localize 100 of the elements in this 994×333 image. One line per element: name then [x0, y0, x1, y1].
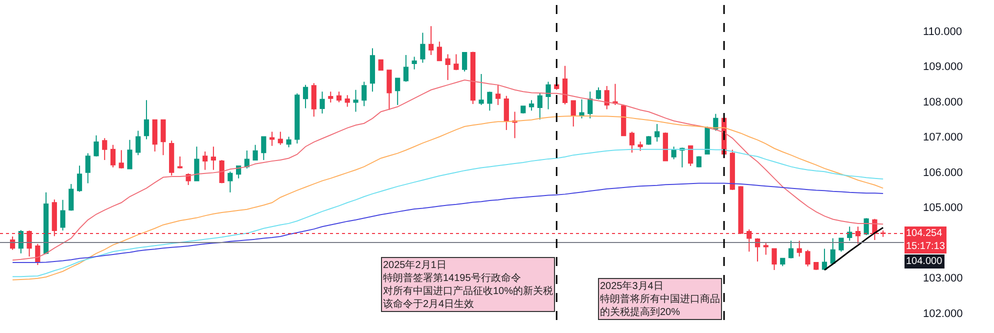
candlestick	[370, 48, 376, 92]
candlestick	[60, 199, 66, 231]
annotation: 2025年3月4日	[600, 280, 664, 292]
candlestick	[76, 165, 82, 192]
candlestick	[160, 119, 166, 156]
candlestick	[85, 152, 90, 184]
candlestick	[344, 94, 350, 108]
candlestick	[780, 258, 786, 267]
candlestick	[772, 248, 777, 270]
y-tick-label: 110.000	[923, 26, 962, 38]
annotation: 2025年2月1日	[383, 259, 446, 271]
candlestick	[294, 92, 300, 144]
candlestick	[269, 131, 275, 146]
candlestick	[470, 51, 476, 104]
candlestick	[588, 91, 593, 119]
candlestick	[420, 32, 426, 64]
candlestick	[512, 111, 518, 139]
candlestick	[454, 54, 459, 71]
line-series	[12, 115, 884, 280]
candlestick	[830, 238, 836, 264]
candlestick	[671, 146, 676, 160]
candlestick	[136, 130, 141, 156]
candlestick	[796, 240, 802, 258]
candlestick	[478, 74, 484, 106]
candlestick	[754, 238, 760, 262]
candlestick	[386, 70, 392, 110]
candlestick	[504, 95, 509, 131]
candlestick	[278, 131, 283, 146]
candlestick	[395, 78, 400, 106]
candlestick	[428, 26, 434, 56]
candlestick	[822, 248, 828, 270]
candlestick	[763, 242, 768, 256]
line-series	[824, 226, 884, 271]
candlestick	[462, 52, 468, 72]
y-tick-label: 102.000	[923, 308, 963, 320]
candlestick	[814, 262, 819, 270]
candlestick	[412, 56, 417, 70]
candlestick	[487, 91, 492, 112]
candlestick	[520, 106, 526, 114]
candlestick	[596, 86, 602, 100]
annotation: 特朗普将所有中国进口商品	[600, 293, 720, 305]
y-tick-label: 103.000	[923, 272, 963, 285]
candlestick	[378, 59, 384, 71]
candlestick	[118, 150, 124, 169]
candlestick	[546, 81, 551, 110]
candlestick	[169, 140, 174, 176]
candlestick	[654, 124, 660, 142]
candlestick	[210, 146, 216, 170]
y-tick-label: 105.000	[923, 202, 963, 214]
line-series	[12, 80, 884, 261]
annotation: 该命令于2月4日生效	[383, 298, 474, 310]
ref-line-label: 104.254 15:17:13	[906, 228, 946, 252]
candlestick	[528, 100, 534, 112]
candlestick	[102, 138, 108, 160]
candlestick	[730, 149, 735, 190]
candlestick	[604, 85, 610, 110]
candlestick	[579, 98, 584, 119]
candlestick	[403, 54, 409, 82]
annotation: 的关税提高到20%	[600, 306, 680, 318]
candlestick	[436, 41, 442, 62]
candlestick	[688, 145, 694, 166]
candlestick	[838, 238, 844, 252]
candlestick	[202, 151, 208, 170]
candlestick	[805, 249, 810, 267]
candlestick	[562, 65, 568, 105]
candlestick	[194, 146, 200, 182]
candlestick	[219, 160, 224, 184]
candlestick	[320, 91, 325, 114]
candlestick	[152, 119, 158, 152]
y-tick-label: 107.000	[923, 132, 963, 144]
candlestick	[35, 243, 40, 266]
candlestick	[127, 139, 132, 170]
candlestick	[612, 83, 618, 106]
candlestick	[638, 141, 643, 152]
candlestick	[261, 136, 266, 160]
candlestick	[286, 136, 292, 148]
y-tick-label: 106.000	[923, 166, 963, 179]
candlestick	[362, 81, 367, 107]
candlestick	[228, 171, 233, 193]
candlestick	[495, 84, 501, 106]
annotation: 对所有中国进口产品征收10%的新关税	[383, 285, 554, 297]
candlestick	[94, 134, 99, 157]
candlestick	[696, 156, 702, 168]
candlestick	[629, 131, 635, 154]
candlestick	[110, 144, 116, 168]
candlestick	[144, 100, 150, 140]
candlestick	[788, 240, 794, 259]
candlestick	[445, 54, 450, 80]
candlestick	[177, 156, 183, 169]
y-tick-label: 108.000	[923, 96, 963, 108]
candlestick	[68, 183, 74, 212]
candlestick	[302, 84, 308, 109]
candlestick	[704, 126, 710, 155]
ref-line-label: 104.000	[906, 256, 943, 267]
candlestick	[43, 192, 49, 254]
candlestick	[646, 136, 652, 146]
candlestick	[311, 82, 316, 118]
candlestick	[252, 144, 258, 160]
candlestick	[353, 89, 358, 112]
candlestick	[621, 105, 626, 136]
